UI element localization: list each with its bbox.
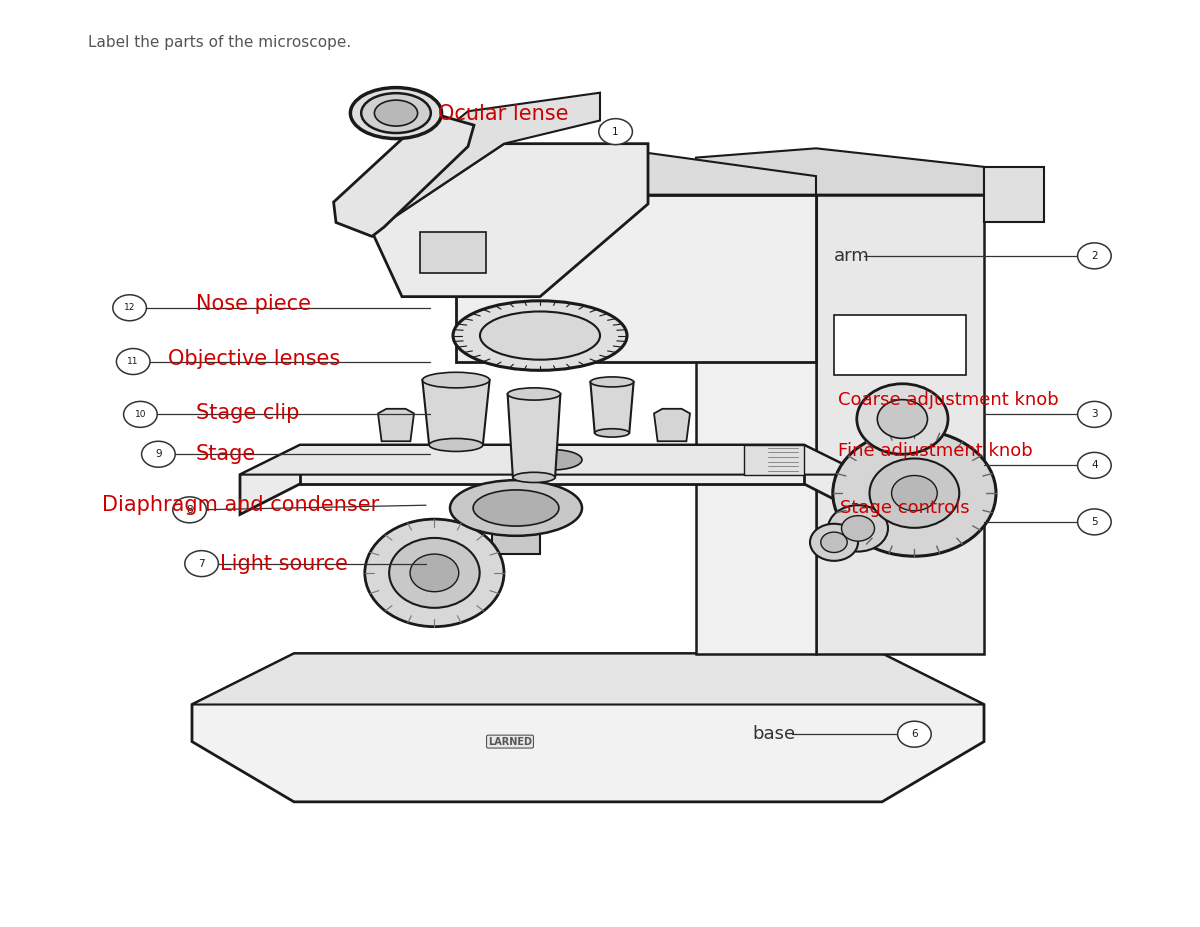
Polygon shape bbox=[192, 654, 984, 705]
Circle shape bbox=[898, 721, 931, 747]
Circle shape bbox=[1078, 243, 1111, 269]
Text: 8: 8 bbox=[186, 505, 193, 514]
Polygon shape bbox=[984, 167, 1044, 222]
Polygon shape bbox=[816, 195, 984, 654]
Bar bbox=[492, 506, 540, 554]
Circle shape bbox=[389, 538, 480, 608]
Bar bbox=[420, 232, 486, 273]
Ellipse shape bbox=[430, 438, 482, 451]
Text: LARNED: LARNED bbox=[488, 737, 532, 746]
Ellipse shape bbox=[480, 311, 600, 360]
Text: Stage clip: Stage clip bbox=[196, 402, 299, 423]
Text: 2: 2 bbox=[1091, 251, 1098, 260]
Polygon shape bbox=[240, 445, 864, 475]
Text: Diaphragm and condenser: Diaphragm and condenser bbox=[102, 495, 379, 515]
Circle shape bbox=[173, 497, 206, 523]
Polygon shape bbox=[456, 195, 816, 362]
Polygon shape bbox=[300, 445, 804, 484]
Ellipse shape bbox=[512, 473, 556, 483]
Ellipse shape bbox=[508, 387, 560, 400]
Polygon shape bbox=[696, 148, 984, 195]
Polygon shape bbox=[240, 445, 864, 514]
Ellipse shape bbox=[350, 88, 442, 139]
Text: Light source: Light source bbox=[220, 553, 348, 574]
Polygon shape bbox=[456, 153, 816, 195]
Ellipse shape bbox=[374, 100, 418, 126]
Circle shape bbox=[185, 551, 218, 577]
Polygon shape bbox=[378, 409, 414, 441]
Circle shape bbox=[599, 119, 632, 145]
Text: 11: 11 bbox=[127, 357, 139, 366]
Circle shape bbox=[877, 400, 928, 438]
Ellipse shape bbox=[590, 377, 634, 387]
Text: 1: 1 bbox=[612, 127, 619, 136]
Circle shape bbox=[821, 532, 847, 552]
Circle shape bbox=[857, 384, 948, 454]
Circle shape bbox=[142, 441, 175, 467]
Polygon shape bbox=[192, 654, 984, 802]
Circle shape bbox=[892, 476, 937, 511]
Text: arm: arm bbox=[834, 247, 870, 265]
Text: 6: 6 bbox=[911, 730, 918, 739]
Polygon shape bbox=[422, 380, 490, 445]
Circle shape bbox=[1078, 452, 1111, 478]
Ellipse shape bbox=[522, 450, 582, 470]
Circle shape bbox=[124, 401, 157, 427]
Polygon shape bbox=[348, 93, 600, 232]
Polygon shape bbox=[744, 445, 804, 475]
Text: 10: 10 bbox=[134, 410, 146, 419]
Text: 7: 7 bbox=[198, 559, 205, 568]
Text: Fine adjustment knob: Fine adjustment knob bbox=[838, 442, 1032, 461]
Circle shape bbox=[1078, 401, 1111, 427]
Circle shape bbox=[116, 349, 150, 375]
Circle shape bbox=[870, 459, 959, 527]
Text: Ocular lense: Ocular lense bbox=[438, 104, 569, 124]
Text: 5: 5 bbox=[1091, 517, 1098, 527]
Text: 3: 3 bbox=[1091, 410, 1098, 419]
Text: Objective lenses: Objective lenses bbox=[168, 349, 341, 369]
Text: 4: 4 bbox=[1091, 461, 1098, 470]
Text: Coarse adjustment knob: Coarse adjustment knob bbox=[838, 391, 1058, 410]
Ellipse shape bbox=[422, 373, 490, 387]
Circle shape bbox=[828, 505, 888, 552]
Text: Stage controls: Stage controls bbox=[840, 499, 970, 517]
Ellipse shape bbox=[361, 94, 431, 133]
Text: base: base bbox=[752, 725, 796, 743]
Ellipse shape bbox=[454, 300, 628, 371]
Circle shape bbox=[841, 515, 875, 541]
Ellipse shape bbox=[473, 489, 559, 527]
Circle shape bbox=[833, 430, 996, 556]
Ellipse shape bbox=[595, 429, 629, 438]
Polygon shape bbox=[334, 113, 474, 236]
Text: Nose piece: Nose piece bbox=[196, 294, 311, 314]
Circle shape bbox=[810, 524, 858, 561]
Polygon shape bbox=[654, 409, 690, 441]
Bar bbox=[834, 315, 966, 375]
Circle shape bbox=[410, 554, 458, 591]
Text: Label the parts of the microscope.: Label the parts of the microscope. bbox=[88, 35, 350, 50]
Polygon shape bbox=[696, 195, 816, 654]
Polygon shape bbox=[590, 382, 634, 433]
Text: 12: 12 bbox=[124, 303, 136, 312]
Ellipse shape bbox=[450, 480, 582, 536]
Circle shape bbox=[113, 295, 146, 321]
Text: 9: 9 bbox=[155, 450, 162, 459]
Text: Stage: Stage bbox=[196, 444, 256, 464]
Circle shape bbox=[365, 519, 504, 627]
Polygon shape bbox=[372, 144, 648, 297]
Circle shape bbox=[1078, 509, 1111, 535]
Polygon shape bbox=[508, 394, 560, 477]
